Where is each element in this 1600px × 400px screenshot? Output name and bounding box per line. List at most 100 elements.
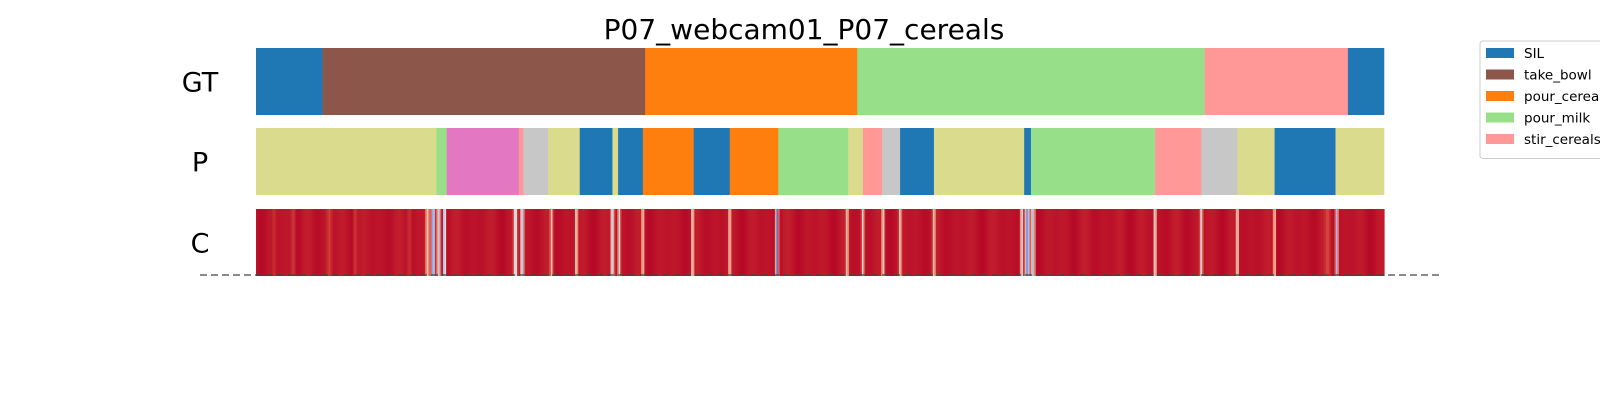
confidence-cell	[288, 209, 291, 276]
confidence-cell	[521, 209, 525, 276]
confidence-cell	[761, 209, 765, 276]
confidence-cell	[1353, 209, 1356, 276]
confidence-cell	[1139, 209, 1142, 276]
confidence-cell	[616, 209, 620, 276]
confidence-cell	[1063, 209, 1066, 276]
confidence-cell	[1116, 209, 1119, 276]
confidence-cell	[497, 209, 500, 276]
confidence-cell	[1014, 209, 1018, 276]
confidence-cell	[1288, 209, 1292, 276]
confidence-cell	[607, 209, 610, 276]
confidence-cell	[853, 209, 857, 276]
confidence-cell	[1308, 209, 1311, 276]
confidence-cell	[1169, 209, 1172, 276]
confidence-cell	[910, 209, 913, 276]
confidence-cell	[908, 209, 911, 276]
confidence-cell	[517, 209, 520, 276]
confidence-cell	[1168, 209, 1171, 276]
confidence-cell	[268, 209, 272, 276]
confidence-cell	[1084, 209, 1087, 276]
confidence-cell	[399, 209, 402, 276]
confidence-cell	[384, 209, 388, 276]
confidence-cell	[520, 209, 523, 276]
confidence-cell	[731, 209, 734, 276]
confidence-cell	[1213, 209, 1216, 276]
confidence-cell	[1251, 209, 1255, 276]
confidence-cell	[438, 209, 441, 276]
confidence-cell	[604, 209, 607, 276]
confidence-cell	[463, 209, 467, 276]
confidence-cell	[483, 209, 486, 276]
confidence-cell	[721, 209, 724, 276]
confidence-cell	[792, 209, 795, 276]
confidence-cell	[818, 209, 821, 276]
confidence-cell	[1371, 209, 1374, 276]
confidence-cell	[781, 209, 784, 276]
confidence-cell	[728, 209, 731, 276]
confidence-cell	[272, 209, 275, 276]
confidence-cell	[945, 209, 948, 276]
confidence-cell	[1208, 209, 1211, 276]
confidence-cell	[702, 209, 705, 276]
confidence-cell	[1284, 209, 1287, 276]
confidence-cell	[1018, 209, 1021, 276]
confidence-cell	[911, 209, 915, 276]
legend-swatch	[1486, 134, 1514, 144]
confidence-cell	[562, 209, 565, 276]
confidence-cell	[1230, 209, 1234, 276]
confidence-cell	[462, 209, 465, 276]
confidence-cell	[285, 209, 288, 276]
confidence-cell	[799, 209, 802, 276]
confidence-cell	[434, 209, 438, 276]
confidence-cell	[695, 209, 699, 276]
confidence-cell	[942, 209, 945, 276]
segment-pour-milk	[778, 128, 849, 195]
confidence-cell	[834, 209, 837, 276]
confidence-cell	[330, 209, 333, 276]
confidence-cell	[1180, 209, 1184, 276]
confidence-cell	[1069, 209, 1072, 276]
legend-label: take_bowl	[1524, 68, 1592, 84]
confidence-cell	[573, 209, 576, 276]
confidence-cell	[347, 209, 351, 276]
confidence-cell	[1243, 209, 1247, 276]
confidence-cell	[832, 209, 836, 276]
confidence-cell	[924, 209, 927, 276]
confidence-cell	[1179, 209, 1182, 276]
confidence-cell	[1335, 209, 1338, 276]
confidence-cell	[576, 209, 579, 276]
confidence-cell	[1103, 209, 1106, 276]
confidence-cell	[700, 209, 703, 276]
confidence-cell	[264, 209, 267, 276]
confidence-cell	[1361, 209, 1364, 276]
confidence-cell	[333, 209, 336, 276]
confidence-cell	[289, 209, 293, 276]
confidence-cell	[1140, 209, 1143, 276]
confidence-cell	[1266, 209, 1269, 276]
confidence-cell	[586, 209, 589, 276]
confidence-cell	[473, 209, 476, 276]
confidence-cell	[992, 209, 995, 276]
confidence-cell	[1032, 209, 1035, 276]
confidence-cell	[452, 209, 455, 276]
confidence-cell	[647, 209, 650, 276]
confidence-cell	[707, 209, 710, 276]
confidence-cell	[1342, 209, 1345, 276]
confidence-cell	[1087, 209, 1090, 276]
confidence-cell	[433, 209, 436, 276]
confidence-cell	[998, 209, 1002, 276]
confidence-cell	[312, 209, 315, 276]
confidence-cell	[1171, 209, 1174, 276]
confidence-cell	[349, 209, 352, 276]
confidence-cell	[425, 209, 428, 276]
confidence-cell	[1105, 209, 1108, 276]
confidence-cell	[581, 209, 584, 276]
confidence-cell	[565, 209, 568, 276]
confidence-cell	[531, 209, 534, 276]
confidence-cell	[1295, 209, 1298, 276]
confidence-cell	[468, 209, 471, 276]
confidence-cell	[902, 209, 905, 276]
confidence-cell	[1053, 209, 1056, 276]
confidence-cell	[1314, 209, 1317, 276]
confidence-cell	[692, 209, 695, 276]
